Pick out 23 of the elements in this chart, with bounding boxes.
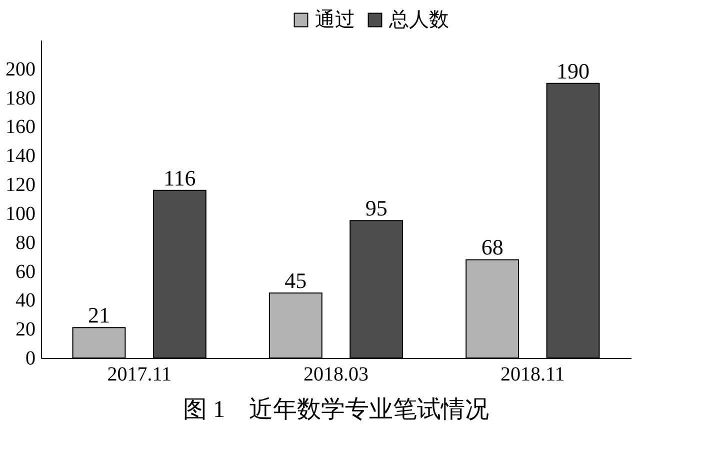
data-label: 45 [284, 268, 307, 293]
data-label: 116 [164, 165, 196, 190]
data-label: 190 [556, 58, 590, 84]
x-tick-label: 2018.11 [500, 364, 565, 386]
legend-label: 通过 [315, 9, 355, 31]
y-tick-label: 0 [26, 348, 36, 370]
data-label: 21 [88, 302, 110, 328]
y-tick-label: 180 [6, 87, 36, 110]
y-tick-label: 20 [16, 318, 36, 341]
y-tick-label: 200 [6, 58, 36, 80]
text: 图 1 近年数学专业笔试情况 [183, 397, 489, 423]
y-tick-label: 120 [6, 174, 36, 196]
data-label: 68 [481, 234, 504, 260]
y-tick-label: 40 [16, 290, 36, 312]
data-label: 95 [365, 196, 388, 221]
y-tick-label: 160 [6, 116, 36, 138]
legend-label: 总人数 [388, 9, 449, 31]
y-tick-label: 80 [16, 232, 36, 254]
x-tick-label: 2018.03 [304, 364, 368, 386]
y-tick-label: 60 [16, 260, 36, 283]
y-tick-label: 140 [6, 145, 36, 168]
y-tick-label: 100 [6, 202, 36, 225]
x-tick-label: 2017.11 [107, 364, 172, 386]
